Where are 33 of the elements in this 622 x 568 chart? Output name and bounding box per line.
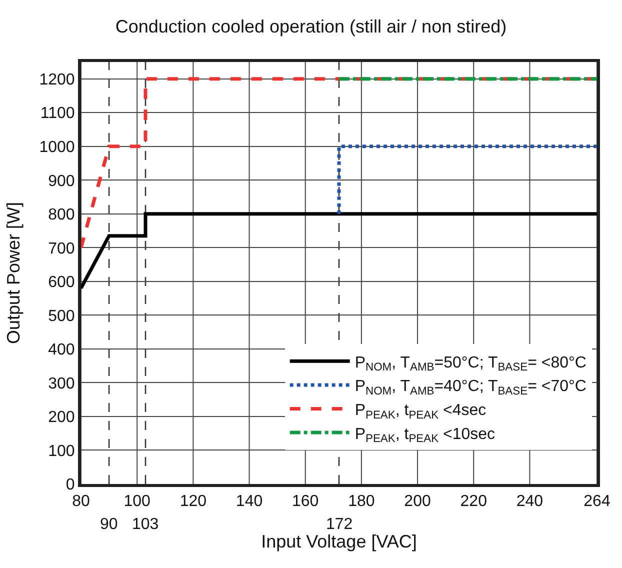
x-tick-label: 80 — [72, 493, 90, 510]
x-tick-label: 264 — [584, 493, 610, 510]
x-tick-label: 140 — [236, 493, 263, 510]
y-tick-label: 1000 — [39, 139, 75, 156]
y-tick-label: 0 — [66, 476, 75, 494]
x-tick-label: 120 — [180, 493, 207, 510]
ref-line-label: 103 — [132, 516, 159, 533]
x-tick-label: 100 — [124, 493, 151, 510]
y-tick-label: 500 — [48, 308, 75, 325]
x-axis-title: Input Voltage [VAC] — [261, 531, 417, 552]
y-tick-label: 100 — [48, 442, 75, 460]
legend-label: P$_{PEAK}$, t$_{PEAK}$ <4sec — [354, 402, 486, 422]
x-tick-label: 160 — [292, 493, 319, 510]
y-tick-label: 300 — [48, 375, 75, 392]
chart-title: Conduction cooled operation (still air / non stired) — [115, 16, 507, 36]
y-axis-title: Output Power [W] — [3, 202, 24, 344]
x-tick-label: 200 — [404, 493, 431, 510]
y-tick-label: 200 — [48, 409, 75, 426]
x-tick-label: 240 — [516, 493, 544, 510]
y-tick-label: 800 — [48, 206, 75, 224]
y-tick-label: 1100 — [40, 105, 75, 122]
y-tick-label: 700 — [48, 240, 75, 258]
y-tick-label: 600 — [48, 274, 75, 292]
y-tick-label: 900 — [48, 172, 75, 190]
legend-label: P$_{NOM}$, T$_{AMB}$=50°C; T$_{BASE}$= <80°C — [354, 354, 586, 374]
y-tick-label: 400 — [48, 342, 75, 359]
ref-line-label: 172 — [326, 516, 353, 533]
legend-label: P$_{PEAK}$, t$_{PEAK}$ <10sec — [354, 426, 496, 446]
legend-label: P$_{NOM}$, T$_{AMB}$=40°C; T$_{BASE}$= <70°C — [354, 378, 586, 398]
ref-line-label: 90 — [100, 516, 118, 533]
x-tick-label: 220 — [460, 493, 488, 510]
y-tick-label: 1200 — [39, 71, 75, 88]
x-tick-label: 180 — [348, 493, 375, 510]
